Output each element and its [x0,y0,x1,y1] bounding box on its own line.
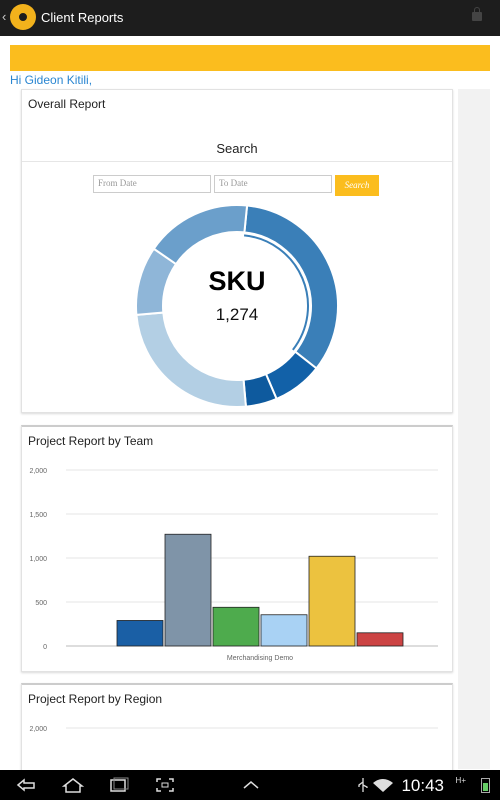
back-chevron-icon[interactable]: ‹ [2,9,7,24]
y-tick-label: 1,500 [29,512,47,519]
battery-icon [481,778,490,793]
usb-icon [358,778,368,792]
donut-center-value: 1,274 [215,305,259,324]
y-tick-label: 1,000 [29,556,47,563]
from-date-input[interactable]: From Date [93,175,211,193]
y-tick-label: 0 [43,644,47,651]
donut-selection-ring [243,234,309,351]
bar[interactable] [260,614,308,647]
recent-apps-icon[interactable] [106,776,132,794]
greeting-text: Hi Gideon Kitili, [10,73,93,87]
team-report-card: Project Report by Team 0 500 1,000 1,500 2,0… [21,425,453,672]
donut-segment[interactable] [135,311,248,408]
y-tick-label: 2,000 [29,468,47,475]
y-tick-label: 500 [35,600,47,607]
bar[interactable] [212,606,260,647]
screenshot-icon[interactable] [152,776,178,794]
region-report-title: Project Report by Region [28,692,163,706]
bar[interactable] [308,555,356,647]
overall-report-title: Overall Report [28,97,106,111]
to-date-input[interactable]: To Date [214,175,332,193]
region-bar-chart[interactable]: 2,000 [22,715,452,773]
clock-time: 10:43 [401,776,444,795]
header-banner [10,45,490,71]
y-tick-label: 2,000 [29,726,47,733]
app-title: Client Reports [41,10,124,25]
team-bar-chart[interactable]: 0 500 1,000 1,500 2,000 Merchandising Demo [22,457,452,669]
network-type: H+ [455,776,466,785]
sku-donut-chart[interactable] [134,203,340,409]
wifi-icon [373,779,393,792]
app-logo-icon[interactable] [10,4,36,30]
action-bar: ‹ Client Reports [0,0,500,36]
bar[interactable] [356,632,404,647]
lock-icon [472,7,482,21]
menu-up-icon[interactable] [238,776,264,794]
divider [22,161,452,162]
donut-segment[interactable] [152,204,249,266]
search-section-title: Search [216,141,258,156]
system-nav-bar: 10:43 H+ [0,770,500,800]
team-report-title: Project Report by Team [28,434,154,448]
home-nav-icon[interactable] [60,776,86,794]
bar[interactable] [164,533,212,647]
region-report-card: Project Report by Region 2,000 [21,683,453,776]
donut-center-label: SKU [208,266,266,296]
overall-report-card: Overall Report Search From Date To Date … [21,89,453,413]
back-nav-icon[interactable] [14,776,40,794]
bar[interactable] [116,620,164,647]
x-category-label: Merchandising Demo [227,655,293,662]
scroll-area [458,89,490,769]
search-button[interactable]: Search [335,175,379,196]
